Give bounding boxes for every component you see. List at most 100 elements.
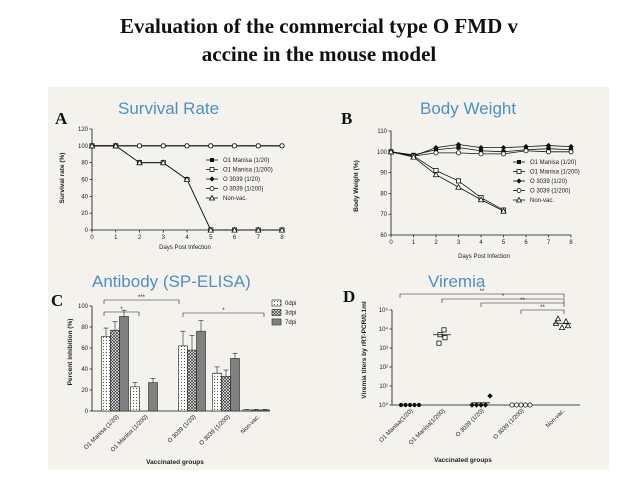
x-tick-label: 3 xyxy=(162,235,166,241)
bar xyxy=(196,330,206,412)
legend-label: 3dpi xyxy=(285,311,296,317)
legend-swatch xyxy=(271,299,282,307)
y-tick-label: 100 xyxy=(78,144,89,150)
data-point xyxy=(455,183,462,190)
y-tick-label: 10⁵ xyxy=(379,307,389,314)
x-tick-label: O1 Manisa(1/20) xyxy=(379,408,415,444)
legend-marker xyxy=(209,167,215,172)
significance-label: * xyxy=(502,294,505,300)
significance-label: ** xyxy=(480,289,485,295)
legend-marker xyxy=(516,169,522,174)
data-point xyxy=(478,148,484,153)
y-tick-label: 110 xyxy=(377,129,387,135)
data-point xyxy=(441,327,447,333)
data-point xyxy=(412,402,417,408)
data-point xyxy=(514,402,520,408)
bar xyxy=(230,358,240,412)
data-point xyxy=(518,402,524,408)
bar xyxy=(148,382,158,412)
data-point xyxy=(455,141,462,148)
data-point xyxy=(407,402,413,408)
x-tick-label: O 3039 (1/20) xyxy=(167,414,197,444)
bar xyxy=(130,386,140,412)
significance-bracket xyxy=(182,312,265,317)
legend-label: 7dpi xyxy=(285,320,296,326)
data-point xyxy=(554,315,562,322)
legend-marker xyxy=(516,178,522,184)
data-point xyxy=(473,402,480,408)
panel-c-xlabel: Vaccinated groups xyxy=(146,459,204,466)
panel-b-title: Body Weight xyxy=(420,99,516,118)
bar xyxy=(221,376,231,412)
data-point xyxy=(455,150,461,156)
data-point xyxy=(398,402,404,408)
x-tick-label: 7 xyxy=(547,240,551,246)
y-tick-label: 0 xyxy=(85,228,89,234)
slide-title: Evaluation of the commercial type O FMD … xyxy=(0,12,638,68)
data-point xyxy=(523,402,529,408)
panel-b-xlabel: Days Post Infection xyxy=(458,254,510,260)
panel-b-letter: B xyxy=(341,109,352,128)
bar xyxy=(119,316,129,412)
y-tick-label: 10³ xyxy=(379,346,388,352)
data-point xyxy=(403,402,408,408)
y-tick-label: 40 xyxy=(81,194,88,200)
data-point xyxy=(159,159,167,166)
x-tick-label: 8 xyxy=(280,235,284,241)
data-point xyxy=(254,226,262,233)
y-tick-label: 20 xyxy=(81,388,88,394)
data-point xyxy=(500,151,506,157)
data-point xyxy=(523,148,529,154)
data-point xyxy=(568,149,574,155)
x-tick-label: 3 xyxy=(457,240,461,246)
bar xyxy=(101,336,111,412)
data-point xyxy=(523,143,529,150)
data-point xyxy=(545,142,552,149)
y-tick-label: 20 xyxy=(81,211,88,217)
data-point xyxy=(478,144,484,151)
legend-label: O1 Manisa (1/200) xyxy=(530,170,580,176)
y-tick-label: 40 xyxy=(81,367,88,373)
bar xyxy=(242,409,252,412)
legend-label: O1 Manisa (1/20) xyxy=(223,158,269,164)
data-point xyxy=(160,143,166,149)
x-tick-label: 5 xyxy=(209,235,213,241)
panel-c-ylabel: Percent inhibition (%) xyxy=(67,319,74,386)
legend-label: O 3039 (1/200) xyxy=(223,187,263,193)
significance-label: * xyxy=(120,307,123,313)
data-point xyxy=(231,143,237,149)
data-point xyxy=(500,144,507,151)
y-tick-label: 10⁴ xyxy=(379,326,389,333)
data-point xyxy=(183,176,191,183)
panel-d-title: Viremia xyxy=(428,272,486,291)
significance-bracket xyxy=(520,309,565,314)
survival-chart: 0 20 40 60 80 100 120 0 1 2 3 4 5 6 7 8 O1 Manisa (1/20)… xyxy=(78,127,286,241)
x-tick-label: 2 xyxy=(434,240,438,246)
data-point xyxy=(509,402,515,408)
legend-label: O1 Manisa (1/200) xyxy=(223,168,273,174)
legend-label: Non-vac. xyxy=(530,198,554,204)
data-point xyxy=(278,226,286,233)
slide-title-line-2: accine in the mouse model xyxy=(201,42,437,66)
data-point xyxy=(546,146,551,151)
data-point xyxy=(279,143,285,149)
data-point xyxy=(136,143,142,149)
y-tick-label: 120 xyxy=(78,127,89,133)
data-point xyxy=(410,153,417,160)
panel-a-letter: A xyxy=(55,109,68,128)
y-tick-label: 100 xyxy=(78,304,89,310)
series-2 xyxy=(388,141,574,159)
data-point xyxy=(112,142,120,149)
panel-b-ylabel: Body Weight (%) xyxy=(353,160,360,212)
data-point xyxy=(500,207,507,214)
data-point xyxy=(184,143,190,149)
data-point xyxy=(568,143,574,150)
viremia-chart: 10⁰ 10¹ 10² 10³ 10⁴ 10⁵ O1 Manisa(1/20)O1 Mani… xyxy=(379,289,580,446)
data-point xyxy=(207,226,215,233)
data-point xyxy=(527,402,533,408)
x-tick-label: 0 xyxy=(90,235,94,241)
data-point xyxy=(478,402,484,408)
data-point xyxy=(255,143,261,149)
data-point xyxy=(477,196,485,203)
bar xyxy=(187,349,197,412)
